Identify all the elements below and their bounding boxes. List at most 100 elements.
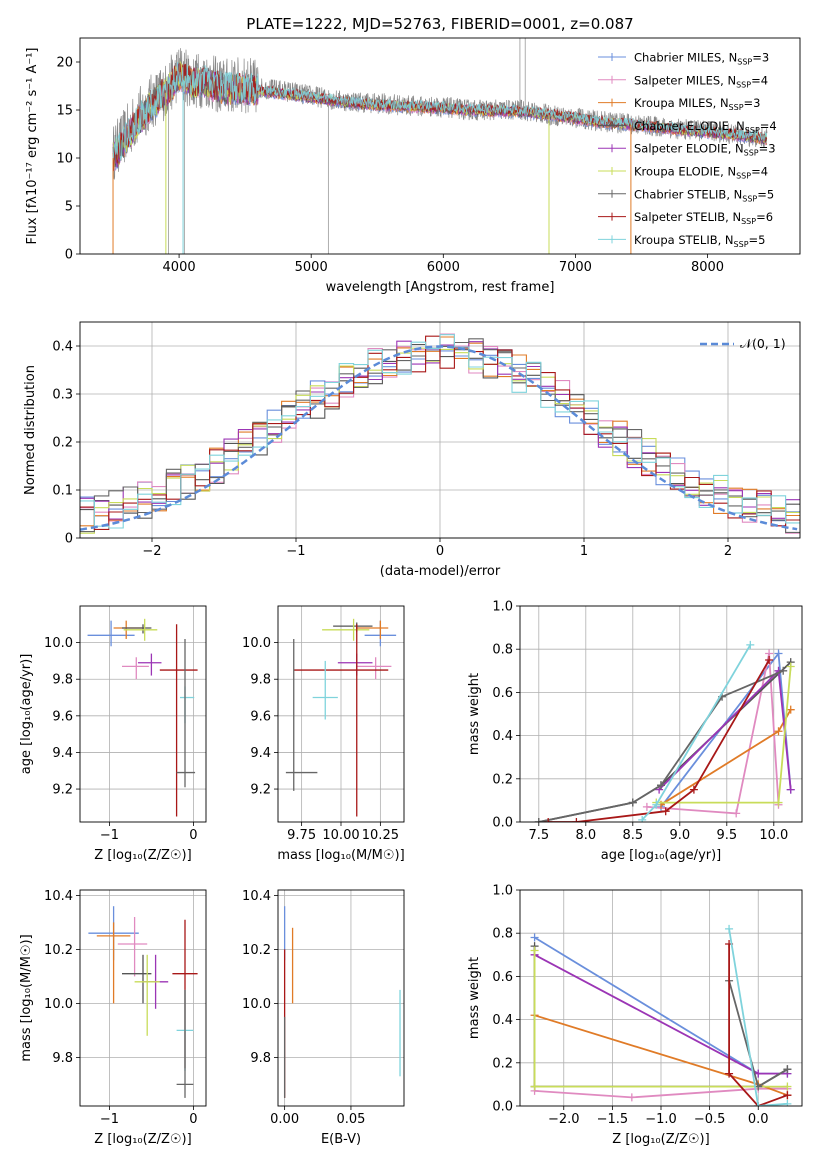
y-axis-label: mass [log₁₀(M/M☉)] (19, 934, 34, 1061)
x-tick-label: 0 (189, 828, 197, 843)
legend-label: Chabrier MILES, NSSP=3 (634, 51, 769, 67)
y-tick-label: 10.4 (242, 889, 271, 904)
errorbar-point (356, 657, 392, 680)
plot-area-weight_vs_Z (530, 924, 792, 1106)
x-tick-label: 9.75 (287, 828, 316, 843)
y-tick-label: 9.8 (250, 673, 271, 688)
weight-marker (786, 705, 795, 714)
y-tick-label: 9.8 (52, 1051, 73, 1066)
y-tick-label: 1.0 (492, 884, 513, 899)
y-tick-label: 0.4 (52, 340, 73, 355)
errorbar-point (337, 653, 373, 676)
errorbar-point (122, 954, 152, 1004)
weight-marker (530, 933, 539, 942)
residual-histogram (80, 334, 800, 529)
y-tick-label: 20 (56, 56, 73, 71)
weight-series (544, 656, 774, 822)
weight-line (641, 644, 752, 821)
weight-line (548, 659, 770, 822)
weight-marker (652, 800, 661, 809)
legend-label: Chabrier STELIB, NSSP=5 (634, 187, 774, 203)
x-tick-label: −0.5 (694, 1112, 726, 1127)
y-tick-label: 0.6 (492, 686, 513, 701)
legend-label: Chabrier ELODIE, NSSP=4 (634, 119, 777, 135)
x-axis-label: E(B-V) (321, 1132, 361, 1147)
errorbar-point (293, 624, 389, 817)
y-axis-label: mass weight (467, 673, 482, 755)
errorbar-point (322, 618, 370, 641)
panel-residuals: −2 −1 0 1 2 0 0.1 0.2 0.3 0.4 (data-model)/error No… (23, 321, 801, 579)
errorbar-point (96, 922, 131, 1004)
errorbar-point (123, 618, 158, 641)
y-tick-label: 10.4 (44, 889, 73, 904)
plot-area-age_vs_Z (87, 618, 198, 817)
weight-marker (544, 818, 553, 822)
weight-marker (754, 1102, 763, 1106)
residual-histogram (80, 335, 800, 530)
weight-line (534, 1087, 788, 1099)
weight-marker (530, 946, 539, 955)
x-axis-label: wavelength [Angstrom, rest frame] (326, 280, 555, 295)
x-tick-label: −1 (100, 828, 119, 843)
y-tick-label: 9.6 (52, 709, 73, 724)
weight-marker (725, 924, 734, 933)
model-spectrum (112, 61, 768, 163)
plot-area-spectrum (112, 38, 768, 254)
plot-area-mass_vs_ebv (283, 906, 401, 1098)
errorbar-point (122, 657, 149, 680)
plot-area-weight_vs_age (534, 640, 795, 822)
weight-marker (783, 1099, 792, 1106)
x-tick-label: 0 (436, 544, 444, 559)
y-tick-label: 9.2 (52, 783, 73, 798)
weight-marker (774, 727, 783, 736)
y-tick-label: 5 (65, 200, 73, 215)
y-tick-label: 0.6 (492, 970, 513, 985)
weight-marker (774, 649, 783, 658)
y-tick-label: 0.3 (52, 388, 73, 403)
plot-area-mass_vs_Z (88, 906, 198, 1098)
x-axis-label: (data-model)/error (380, 564, 501, 579)
weight-marker (628, 798, 637, 807)
y-tick-label: 1.0 (492, 600, 513, 615)
x-tick-label: 5000 (295, 260, 328, 275)
y-tick-label: 9.2 (250, 783, 271, 798)
errorbar-point (137, 653, 162, 676)
weight-marker (774, 798, 783, 807)
y-axis-label: mass weight (467, 957, 482, 1039)
x-tick-label: 4000 (163, 260, 196, 275)
axes-frame (519, 605, 803, 823)
weight-marker (657, 781, 665, 790)
weight-series (638, 640, 755, 822)
y-tick-label: 0.2 (52, 436, 73, 451)
spectrum-legend: Chabrier MILES, NSSP=3 Salpeter MILES, NS… (598, 51, 777, 249)
errorbar-point (134, 954, 160, 1036)
x-tick-label: 1 (580, 544, 588, 559)
x-axis-label: Z [log₁₀(Z/Z☉)] (94, 1132, 191, 1147)
weight-marker (530, 1082, 539, 1091)
weight-marker (642, 802, 651, 811)
weight-marker (786, 785, 795, 794)
x-tick-label: 0.0 (748, 1112, 769, 1127)
x-tick-label: 8.5 (622, 828, 643, 843)
panel-mass_vs_ebv: 0.00 0.05 9.8 10.0 10.2 10.4 E(B-V) (242, 889, 405, 1147)
errorbar-point (117, 917, 148, 977)
weight-marker (661, 807, 670, 816)
weight-marker (534, 818, 543, 822)
x-axis-label: mass [log₁₀(M/M☉)] (277, 848, 404, 863)
x-tick-label: 8.0 (575, 828, 596, 843)
weight-marker (627, 1093, 636, 1102)
y-tick-label: 0.8 (492, 643, 513, 658)
y-tick-label: 0.2 (492, 1056, 513, 1071)
panel-weight_vs_Z: −2.0 −1.5 −1.0 −0.5 0.0 0.0 0.2 0.4 0.6 0.8 1.0 Z [… (467, 884, 803, 1147)
x-tick-label: 0.00 (270, 1112, 299, 1127)
plot-area-age_vs_mass (285, 618, 397, 817)
x-axis-label: Z [log₁₀(Z/Z☉)] (612, 1132, 709, 1147)
weight-line (728, 928, 788, 1106)
x-tick-label: −1 (100, 1112, 119, 1127)
y-tick-label: 9.8 (250, 1051, 271, 1066)
y-tick-label: 0.4 (492, 729, 513, 744)
weight-marker (779, 666, 788, 675)
weight-marker (783, 1082, 792, 1091)
weight-series (652, 662, 795, 807)
